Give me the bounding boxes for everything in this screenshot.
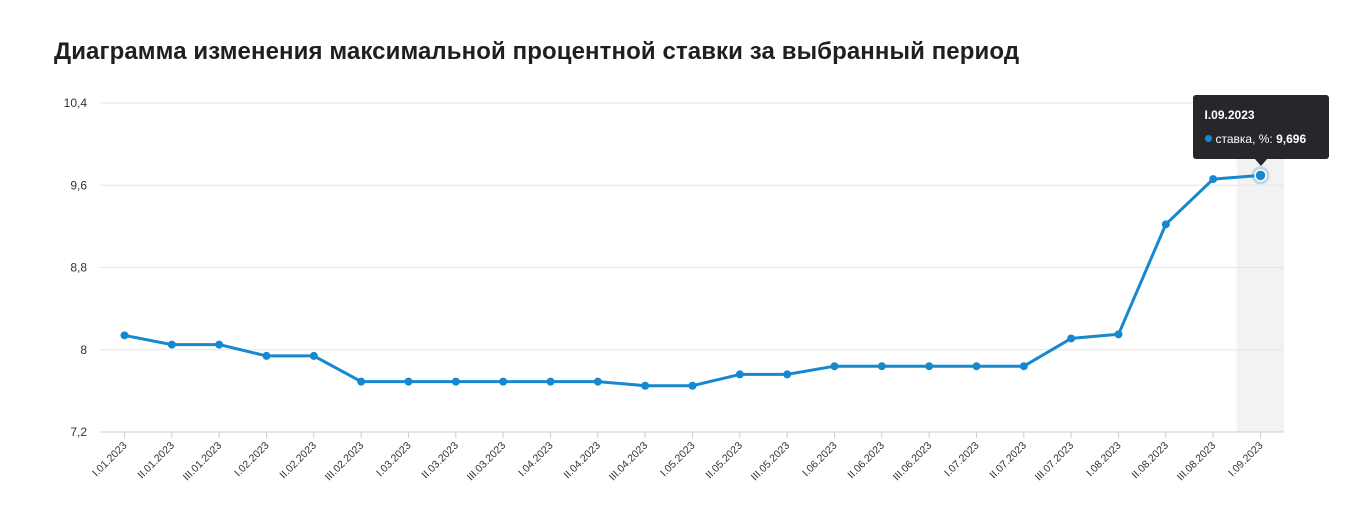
y-tick-label: 8,8 [70,261,87,275]
data-point[interactable] [451,377,460,386]
data-points [120,166,1270,390]
y-tick-label: 7,2 [70,425,87,439]
x-axis-ticks: I.01.2023 II.01.2023 III.01.2023 I.02.2023 I… [90,432,1266,483]
data-point[interactable] [641,381,650,390]
x-tick-label: II.02.2023 [277,440,319,482]
x-tick-label: III.08.2023 [1175,440,1219,484]
x-tick-label: II.03.2023 [419,440,461,482]
x-tick-label: II.05.2023 [703,440,745,482]
x-tick-label: I.02.2023 [232,440,272,480]
x-tick-label: I.07.2023 [942,440,982,480]
data-point[interactable] [262,351,271,360]
series-line [123,173,1262,388]
tooltip-date: I.09.2023 [1204,108,1255,123]
x-tick-label: II.04.2023 [561,440,603,482]
data-point[interactable] [167,340,176,349]
x-tick-label: I.08.2023 [1084,440,1124,480]
y-tick-label: 8 [80,343,87,357]
data-point[interactable] [972,362,981,371]
x-tick-label: III.05.2023 [749,440,793,484]
tooltip-value: 9,696 [1276,132,1307,147]
x-tick-label: III.07.2023 [1033,440,1077,484]
data-point[interactable] [404,377,413,386]
x-tick-label: II.06.2023 [845,440,887,482]
x-tick-label: II.08.2023 [1129,440,1171,482]
data-point[interactable] [1067,334,1076,343]
data-point[interactable] [1019,362,1028,371]
data-point[interactable] [499,377,508,386]
data-point[interactable] [593,377,602,386]
data-point[interactable] [830,362,839,371]
x-tick-label: III.02.2023 [323,440,367,484]
data-point[interactable] [735,370,744,379]
data-point[interactable] [925,362,934,371]
data-point[interactable] [357,377,366,386]
x-tick-label: I.06.2023 [800,440,840,480]
x-tick-label: II.01.2023 [135,440,177,482]
tooltip: I.09.2023 ставка, %: 9,696 [1192,95,1329,160]
data-point[interactable] [783,370,792,379]
x-tick-label: III.06.2023 [891,440,935,484]
data-point[interactable] [215,340,224,349]
data-point[interactable] [1161,220,1170,229]
x-tick-label: I.04.2023 [516,440,556,480]
x-tick-label: III.03.2023 [465,440,509,484]
data-point[interactable] [877,362,886,371]
y-tick-label: 10,4 [64,96,88,110]
data-point[interactable] [1114,330,1123,339]
x-tick-label: I.05.2023 [658,440,698,480]
series-dot-icon [1204,135,1212,143]
x-tick-label: I.09.2023 [1226,440,1266,480]
data-point[interactable] [120,331,129,340]
x-tick-label: I.01.2023 [90,440,130,480]
active-data-point[interactable] [1254,169,1267,182]
data-point[interactable] [309,351,318,360]
x-tick-label: III.04.2023 [607,440,651,484]
y-axis-ticks: 7,2 8 8,8 9,6 10,4 [64,96,88,439]
data-point[interactable] [546,377,555,386]
x-tick-label: III.01.2023 [181,440,225,484]
y-tick-label: 9,6 [70,178,87,192]
tooltip-row: ставка, %: 9,696 [1204,132,1307,147]
chart-title: Диаграмма изменения максимальной процент… [54,38,1020,65]
data-point[interactable] [1209,175,1218,184]
tooltip-arrow [1254,159,1267,167]
tooltip-label: ставка, %: [1215,132,1273,147]
data-point[interactable] [688,381,697,390]
x-tick-label: I.03.2023 [374,440,414,480]
x-tick-label: II.07.2023 [987,440,1029,482]
